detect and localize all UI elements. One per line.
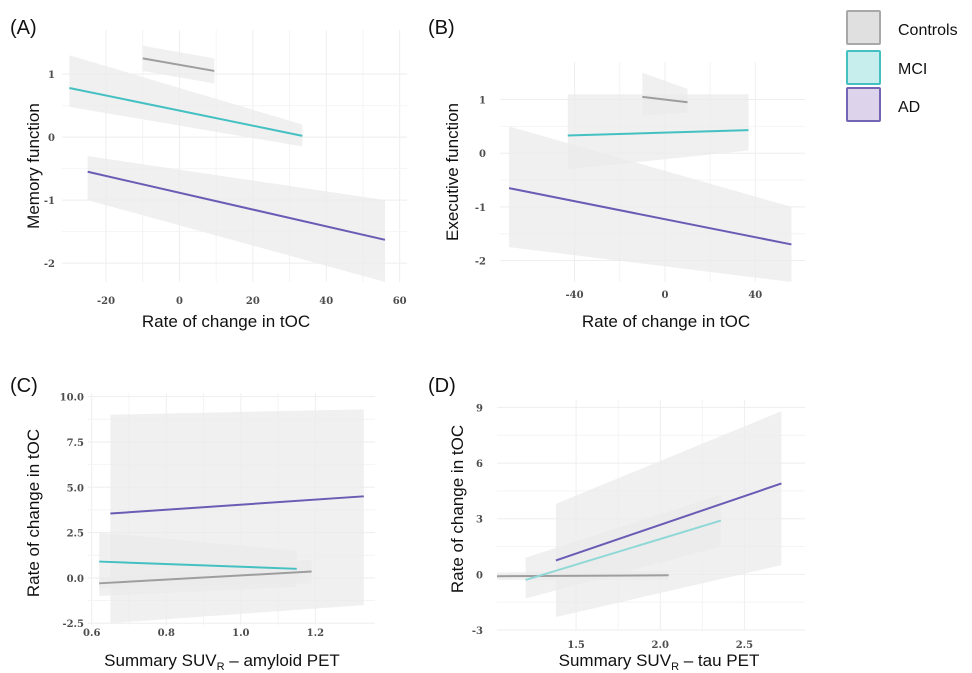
line-c-ad (110, 495, 364, 515)
ytick-a-3: 1 (48, 70, 55, 81)
line-a-ad (87, 170, 386, 241)
panel-c-xlabel-sub: R (217, 661, 225, 673)
xtick-d-1: 2.0 (652, 640, 669, 651)
xtick-a-0: -20 (97, 296, 115, 307)
ytick-c-5: 10.0 (60, 393, 84, 404)
ytick-c-0: -2.5 (62, 619, 84, 630)
line-b-controls (642, 95, 688, 104)
ytick-d-2: 3 (476, 515, 483, 526)
panel-d-ylabel: Rate of change in tOC (448, 425, 467, 593)
panel-c-label: (C) (10, 375, 38, 397)
panel-d-label: (D) (428, 375, 456, 397)
xtick-a-2: 20 (246, 296, 260, 307)
legend-key-controls (846, 10, 881, 45)
plot-b: -40 0 40 -2 -1 0 1 (475, 62, 805, 301)
line-a-mci (69, 86, 303, 137)
ytick-c-4: 7.5 (67, 438, 84, 449)
panel-d-xlabel: Summary SUVR – tau PET (559, 651, 760, 673)
panel-d-xlabel-sub: R (671, 661, 679, 673)
panel-b-ylabel: Executive function (443, 103, 462, 241)
xtick-a-1: 0 (176, 296, 183, 307)
legend-label-ad: AD (898, 99, 920, 116)
ytick-a-1: -1 (44, 196, 55, 207)
xtick-c-0: 0.6 (83, 628, 100, 639)
ytick-a-0: -2 (44, 259, 55, 270)
band-a-ad (87, 156, 385, 282)
plot-c: 0.6 0.8 1.0 1.2 -2.5 0.0 2.5 5.0 7.5 10.0 (60, 393, 375, 639)
legend-label-mci: MCI (898, 61, 927, 78)
ytick-c-3: 5.0 (67, 483, 84, 494)
xtick-b-0: -40 (566, 290, 584, 301)
line-d-ad (555, 482, 782, 562)
legend-label-controls: Controls (898, 22, 958, 39)
line-b-ad (508, 187, 792, 246)
xtick-c-1: 0.8 (158, 628, 175, 639)
line-c-mci (99, 560, 297, 570)
ytick-d-3: 6 (476, 459, 483, 470)
xtick-c-3: 1.2 (307, 628, 324, 639)
panel-a-xlabel: Rate of change in tOC (142, 312, 310, 331)
line-c-controls (99, 570, 312, 585)
ytick-b-0: -2 (475, 257, 486, 268)
line-d-controls (496, 574, 669, 578)
band-d-ad (555, 411, 782, 618)
xtick-a-3: 40 (319, 296, 333, 307)
panel-b-xlabel: Rate of change in tOC (582, 312, 750, 331)
xtick-a-4: 60 (393, 296, 407, 307)
plot-d: 1.5 2.0 2.5 -3 0 3 6 9 (472, 400, 805, 651)
panel-a-ylabel: Memory function (24, 103, 43, 229)
ytick-b-1: -1 (475, 203, 486, 214)
panel-c-ylabel: Rate of change in tOC (24, 429, 43, 597)
xtick-d-2: 2.5 (736, 640, 753, 651)
legend-key-ad (846, 87, 881, 122)
panel-b-label: (B) (428, 17, 455, 39)
band-b-mci (567, 94, 749, 170)
legend: Controls MCI AD (846, 10, 958, 122)
xtick-d-0: 1.5 (567, 640, 584, 651)
panel-c-xlabel: Summary SUVR – amyloid PET (104, 651, 340, 673)
panel-c: (C) 0.6 0.8 1.0 1.2 -2.5 0.0 2.5 5.0 7.5 10.0 Sum… (10, 375, 375, 673)
panel-c-xlabel-main: Summary SUV (104, 651, 217, 670)
panel-d-xlabel-suffix: – tau PET (679, 651, 759, 670)
xtick-c-2: 1.0 (232, 628, 249, 639)
ytick-d-4: 9 (476, 403, 483, 414)
xtick-b-1: 0 (661, 290, 668, 301)
ytick-b-2: 0 (479, 149, 486, 160)
line-d-mci (525, 519, 722, 581)
band-b-ad (509, 126, 792, 282)
panel-c-xlabel-suffix: – amyloid PET (225, 651, 340, 670)
band-c-ad (110, 409, 364, 624)
ytick-b-3: 1 (479, 96, 486, 107)
ytick-d-0: -3 (472, 626, 483, 637)
legend-key-mci (846, 50, 881, 85)
panel-b: (B) -40 0 40 -2 -1 0 1 Rate of change in tOC E… (428, 17, 805, 331)
ytick-a-2: 0 (48, 133, 55, 144)
panel-a-label: (A) (10, 17, 37, 39)
ytick-c-1: 0.0 (67, 574, 84, 585)
plot-a: -20 0 20 40 60 -2 -1 0 1 (44, 30, 407, 307)
ytick-d-1: 0 (476, 570, 483, 581)
panel-a: (A) -20 0 20 40 60 -2 -1 0 1 Rate of change in t… (10, 17, 407, 331)
line-a-controls (142, 57, 215, 72)
line-b-mci (567, 129, 749, 137)
xtick-b-2: 40 (748, 290, 762, 301)
panel-d: (D) 1.5 2.0 2.5 -3 0 3 6 9 Summary SUVR – tau P… (428, 375, 805, 673)
ytick-c-2: 2.5 (67, 529, 84, 540)
panel-d-xlabel-main: Summary SUV (559, 651, 672, 670)
